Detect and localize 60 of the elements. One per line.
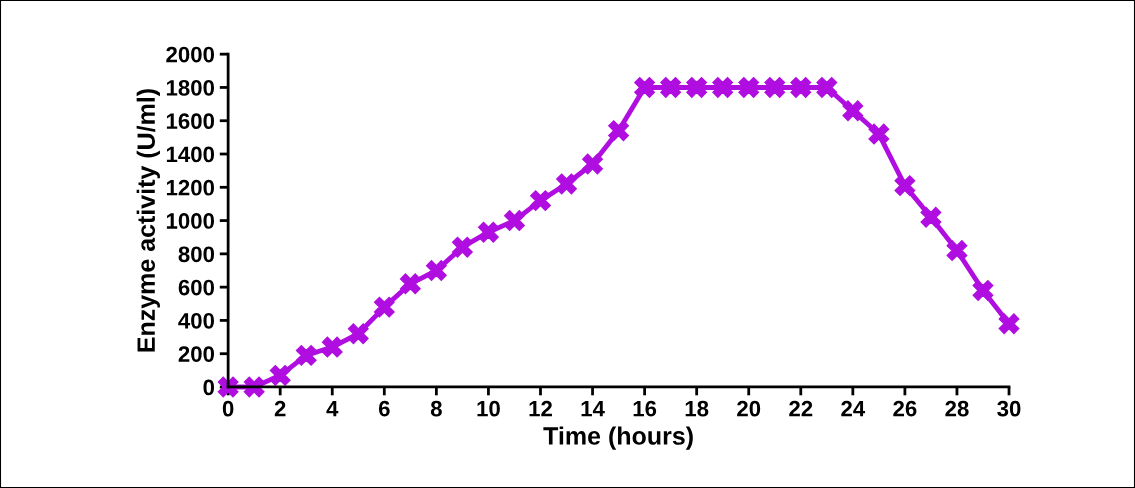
point <box>451 236 473 258</box>
point <box>321 336 343 358</box>
point <box>504 210 525 231</box>
point <box>842 100 864 122</box>
x-tick-label: 2 <box>274 400 286 417</box>
y-tick-label: 400 <box>178 312 215 329</box>
y-tick-label: 1600 <box>166 113 215 129</box>
point <box>712 77 734 98</box>
y-tick-label: 600 <box>178 279 215 296</box>
x-tick-label: 6 <box>378 400 390 417</box>
point <box>738 77 760 98</box>
point <box>816 77 838 98</box>
point <box>373 296 395 318</box>
point <box>946 240 968 261</box>
y-tick-label: 800 <box>178 246 215 263</box>
point <box>660 77 682 98</box>
point <box>530 190 551 212</box>
point <box>972 280 994 301</box>
point <box>269 364 291 386</box>
x-tick-label: 30 <box>997 400 1021 417</box>
x-tick-label: 28 <box>945 400 969 417</box>
point <box>608 120 629 142</box>
point <box>686 77 708 98</box>
point <box>217 376 239 398</box>
x-tick-label: 22 <box>789 400 813 417</box>
y-axis-title: Enzyme activity (U/ml) <box>136 89 160 352</box>
x-tick-label: 4 <box>326 400 339 417</box>
point <box>634 77 656 98</box>
point <box>920 206 942 228</box>
y-tick-label: 1800 <box>166 79 215 96</box>
y-tick-label: 2000 <box>166 46 215 63</box>
point <box>425 260 447 281</box>
x-tick-label: 24 <box>841 400 866 417</box>
point <box>582 153 603 175</box>
x-axis-title: Time (hours) <box>543 426 693 450</box>
y-tick-label: 1000 <box>166 213 215 229</box>
point <box>998 313 1020 335</box>
point <box>347 323 369 345</box>
point <box>894 175 916 197</box>
point <box>790 77 812 98</box>
y-tick-label: 1200 <box>166 179 215 196</box>
y-tick-label: 1400 <box>166 146 215 163</box>
x-tick-label: 18 <box>685 400 709 417</box>
point <box>243 376 265 398</box>
x-tick-label: 0 <box>222 400 234 417</box>
x-tick-label: 10 <box>477 400 500 417</box>
point <box>295 344 317 366</box>
x-tick-label: 16 <box>633 400 657 417</box>
x-tick-label: 12 <box>529 400 552 417</box>
point <box>399 273 421 295</box>
x-tick-label: 8 <box>430 400 442 417</box>
x-tick-label: 20 <box>737 400 761 417</box>
x-tick-label: 14 <box>581 400 605 417</box>
y-tick-label: 0 <box>203 379 215 396</box>
y-tick-label: 200 <box>178 346 215 362</box>
point <box>764 77 786 98</box>
point <box>556 173 577 195</box>
point <box>478 221 499 243</box>
point <box>868 123 890 145</box>
x-tick-label: 26 <box>893 400 917 417</box>
